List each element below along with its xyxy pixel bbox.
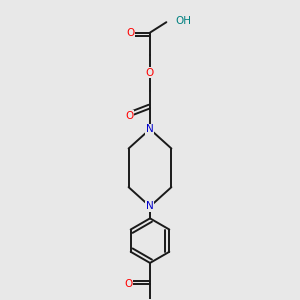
Text: N: N (146, 124, 154, 134)
Text: N: N (146, 202, 154, 212)
Text: O: O (124, 279, 132, 289)
Text: O: O (127, 28, 135, 38)
Text: OH: OH (175, 16, 191, 26)
Text: O: O (125, 111, 133, 121)
Text: O: O (146, 68, 154, 78)
